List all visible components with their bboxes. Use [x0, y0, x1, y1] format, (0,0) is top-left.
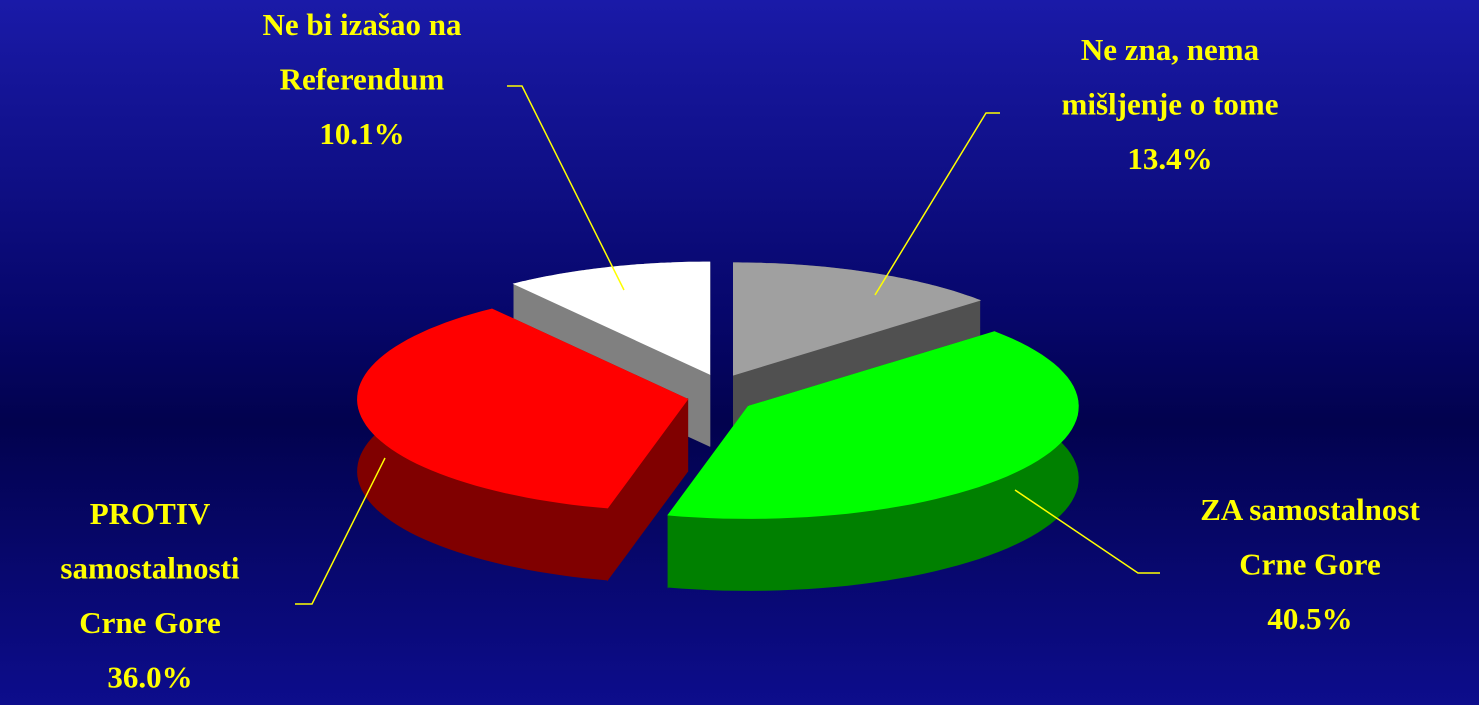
- leader-line: [874, 112, 1000, 296]
- data-label: Ne bi izašao na Referendum: [263, 7, 462, 97]
- data-label: ZA samostalnost Crne Gore: [1200, 492, 1420, 582]
- label-line: PROTIV: [90, 496, 211, 531]
- value-label: 40.5%: [1267, 601, 1352, 636]
- leader-line: [295, 457, 386, 605]
- data-label: PROTIV samostalnosti Crne Gore: [60, 496, 240, 640]
- value-label: 10.1%: [319, 116, 404, 151]
- label-line: Crne Gore: [79, 605, 220, 640]
- label-line: Ne zna, nema: [1081, 32, 1260, 67]
- value-label: 13.4%: [1127, 141, 1212, 176]
- label-line: Ne bi izašao na: [263, 7, 462, 42]
- label-line: ZA samostalnost: [1200, 492, 1420, 527]
- slice: [357, 308, 689, 509]
- label-line: Referendum: [280, 62, 445, 97]
- slice: [512, 261, 711, 375]
- slice: [667, 331, 1079, 519]
- slice: [733, 262, 982, 376]
- label-line: mišljenje o tome: [1062, 87, 1279, 122]
- label-line: samostalnosti: [60, 551, 240, 586]
- value-label: 36.0%: [107, 660, 192, 695]
- data-label: Ne zna, nema mišljenje o tome: [1062, 32, 1279, 122]
- leader-line: [1014, 489, 1160, 574]
- label-line: Crne Gore: [1239, 547, 1380, 582]
- leader-line: [507, 85, 625, 291]
- pie: [357, 261, 1079, 591]
